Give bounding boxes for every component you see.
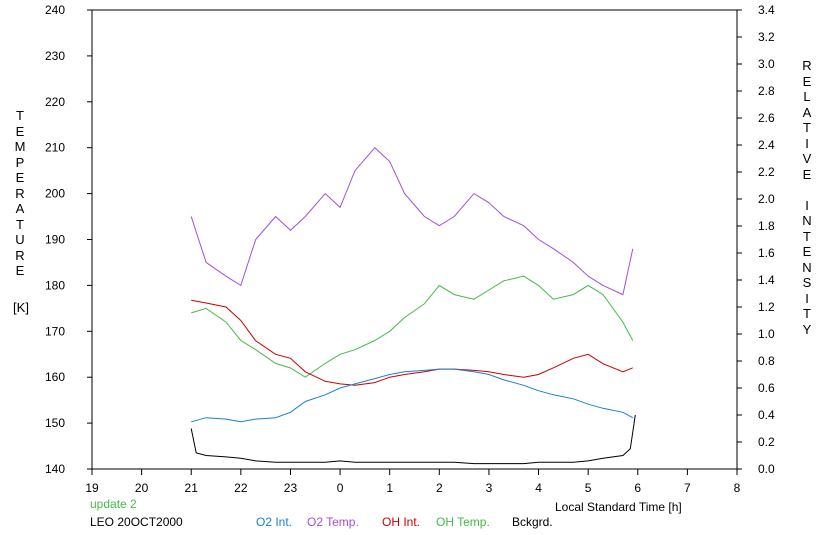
right-tick-label: 1.4 xyxy=(758,273,775,287)
axis-label-letter: N xyxy=(802,213,812,228)
left-tick-label: 190 xyxy=(45,233,65,247)
axis-label-letter: S xyxy=(802,275,812,290)
site-date-label: LEO 20OCT2000 xyxy=(90,515,183,529)
x-tick-label: 22 xyxy=(234,481,248,495)
left-tick-label: 140 xyxy=(45,462,65,476)
left-tick-label: 200 xyxy=(45,187,65,201)
x-tick-label: 7 xyxy=(684,481,691,495)
status-text: update 2 xyxy=(90,497,137,511)
axis-label-letter: L xyxy=(803,89,811,104)
axis-label-letter: M xyxy=(14,139,26,154)
left-tick-label: 160 xyxy=(45,370,65,384)
axis-label-letter: T xyxy=(803,306,811,321)
x-tick-label: 6 xyxy=(634,481,641,495)
right-tick-label: 2.2 xyxy=(758,165,775,179)
legend-entry: O2 Int. xyxy=(256,515,293,529)
right-tick-label: 1.2 xyxy=(758,300,775,314)
left-tick-label: 210 xyxy=(45,141,65,155)
left-tick-label: 220 xyxy=(45,95,65,109)
legend-entry: OH Int. xyxy=(382,515,421,529)
axis-label-letter: E xyxy=(15,263,25,278)
axis-label-letter: E xyxy=(15,123,25,139)
axis-label-letter: A xyxy=(802,104,812,120)
left-tick-label: 170 xyxy=(45,324,65,338)
x-tick-label: 8 xyxy=(734,481,741,495)
axis-label-letter: I xyxy=(805,135,809,151)
x-tick-label: 0 xyxy=(337,481,344,495)
right-tick-label: 2.6 xyxy=(758,111,775,125)
x-tick-label: 21 xyxy=(185,481,199,495)
x-tick-label: 2 xyxy=(436,481,443,495)
plot-area-border xyxy=(91,9,738,470)
series-layer xyxy=(190,146,636,465)
left-tick-label: 230 xyxy=(45,49,65,63)
x-tick-label: 5 xyxy=(585,481,592,495)
x-tick-label: 3 xyxy=(486,481,493,495)
left-tick-label: 150 xyxy=(45,416,65,430)
x-tick-label: 20 xyxy=(135,481,149,495)
axis-label-letter: V xyxy=(802,151,812,166)
axis-label-letter: E xyxy=(802,73,812,89)
x-axis-label: Local Standard Time [h] xyxy=(555,500,682,514)
plot-frame xyxy=(91,9,738,470)
right-tick-label: 1.6 xyxy=(758,246,775,260)
left-tick-label: 240 xyxy=(45,3,65,17)
right-tick-label: 2.0 xyxy=(758,192,775,206)
axis-label-letter: R xyxy=(802,58,812,73)
right-tick-label: 3.0 xyxy=(758,57,775,71)
axis-label-letter: N xyxy=(802,259,812,275)
axis-label-letter: T xyxy=(16,216,24,232)
right-tick-label: 0.0 xyxy=(758,462,775,476)
axis-label-letter: U xyxy=(15,232,25,247)
right-tick-label: 2.4 xyxy=(758,138,775,152)
series-line-o2-int- xyxy=(191,368,634,423)
axis-label-letter: E xyxy=(802,244,812,259)
right-tick-label: 3.4 xyxy=(758,3,775,17)
tick-layer: 1401501601701801902002102202302400.00.20… xyxy=(45,3,775,495)
left-tick-label: 180 xyxy=(45,278,65,292)
axis-label-letter: P xyxy=(15,154,25,170)
axis-label-letter: T xyxy=(16,108,24,123)
x-tick-label: 19 xyxy=(85,481,99,495)
right-tick-label: 1.8 xyxy=(758,219,775,233)
legend-entry: OH Temp. xyxy=(436,515,490,529)
axis-label-letter: Y xyxy=(802,321,812,337)
right-tick-label: 0.8 xyxy=(758,354,775,368)
axis-label-letter: E xyxy=(802,166,812,182)
axis-label-letter: A xyxy=(15,201,25,216)
axis-label-letter: T xyxy=(803,228,811,244)
right-tick-label: 1.0 xyxy=(758,327,775,341)
axis-label-letter: R xyxy=(15,247,25,263)
x-tick-label: 23 xyxy=(284,481,298,495)
legend-entry: O2 Temp. xyxy=(307,515,359,529)
left-axis-unit: [K] xyxy=(13,300,29,315)
axis-label-letter: R xyxy=(15,185,25,201)
right-tick-label: 2.8 xyxy=(758,84,775,98)
axis-label-letter: E xyxy=(15,170,25,185)
right-tick-label: 0.4 xyxy=(758,408,775,422)
axis-label-letter: I xyxy=(805,197,809,213)
right-tick-label: 0.6 xyxy=(758,381,775,395)
right-tick-label: 0.2 xyxy=(758,435,775,449)
series-line-bckgrd- xyxy=(190,414,636,465)
series-line-o2-temp- xyxy=(190,146,634,296)
series-line-oh-int- xyxy=(191,299,633,386)
axis-label-letter: T xyxy=(803,120,811,135)
x-tick-label: 1 xyxy=(386,481,393,495)
right-tick-label: 3.2 xyxy=(758,30,775,44)
axis-label-letter xyxy=(797,182,817,198)
axis-label-letter: I xyxy=(805,290,809,306)
series-line-oh-temp- xyxy=(191,275,634,378)
legend-entry: Bckgrd. xyxy=(512,515,553,529)
x-tick-label: 4 xyxy=(535,481,542,495)
